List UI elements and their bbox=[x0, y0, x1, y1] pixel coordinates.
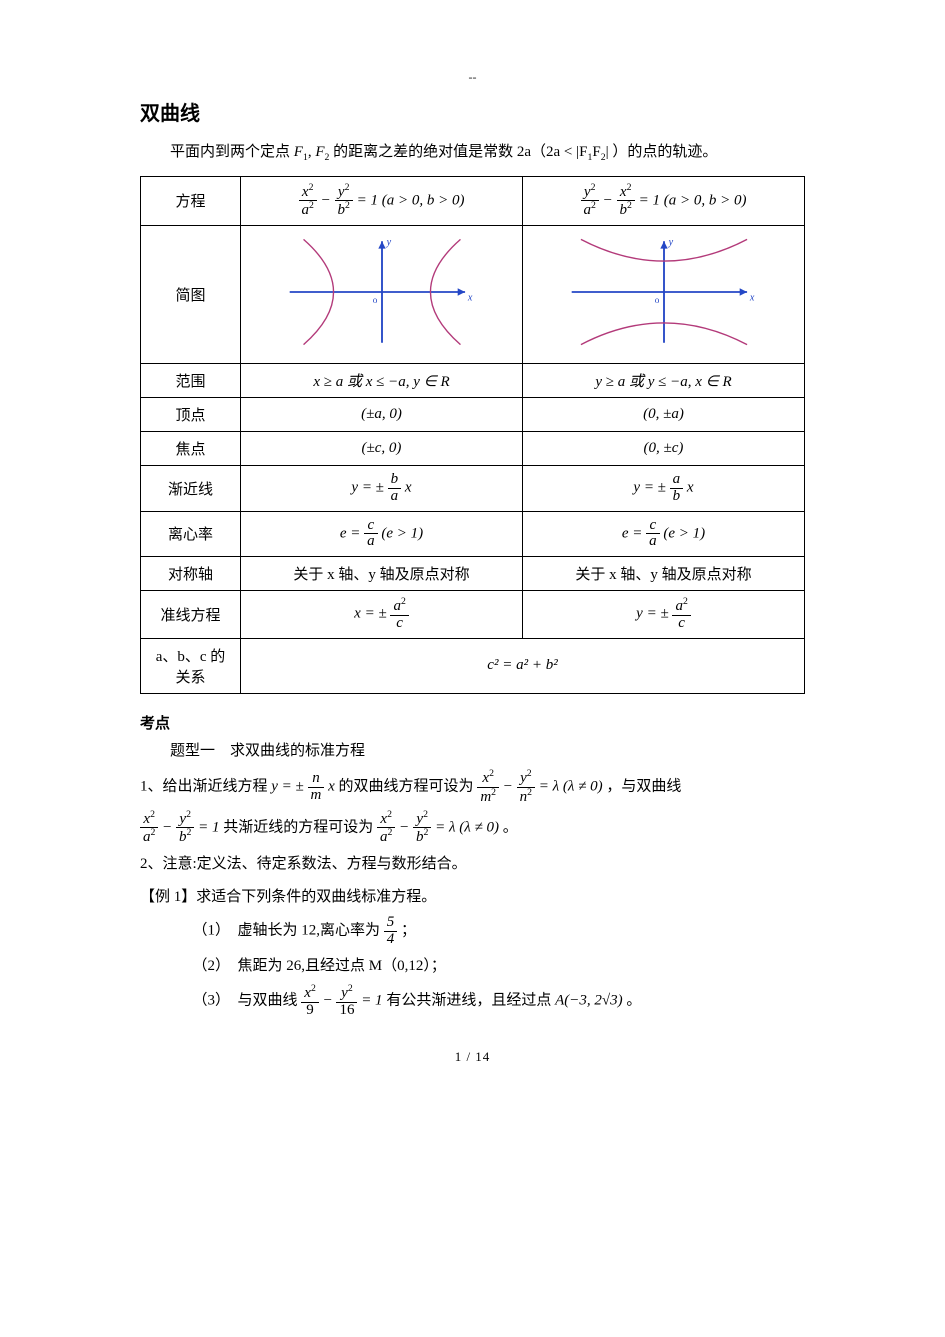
svg-text:x: x bbox=[466, 292, 472, 303]
cell-abc: c² = a² + b² bbox=[241, 638, 805, 693]
cell-ecc2: e = ca (e > 1) bbox=[523, 511, 805, 557]
table-row: 对称轴 关于 x 轴、y 轴及原点对称 关于 x 轴、y 轴及原点对称 bbox=[141, 557, 805, 591]
point-1-cont: x2a2 − y2b2 = 1 共渐近线的方程可设为 x2a2 − y2b2 =… bbox=[140, 810, 805, 847]
cell-vertex2: (0, ±a) bbox=[523, 398, 805, 432]
intro-F1: F1 bbox=[294, 144, 308, 160]
cell-eq2: y2a2 − x2b2 = 1 (a > 0, b > 0) bbox=[523, 176, 805, 226]
table-row: 焦点 (±c, 0) (0, ±c) bbox=[141, 432, 805, 466]
table-row: 简图 x y o bbox=[141, 226, 805, 364]
table-row: 离心率 e = ca (e > 1) e = ca (e > 1) bbox=[141, 511, 805, 557]
point-2: 2、注意:定义法、待定系数法、方程与数形结合。 bbox=[140, 850, 805, 879]
cell-range1: x ≥ a 或 x ≤ −a, y ∈ R bbox=[241, 364, 523, 398]
cell-dir1: x = ± a2c bbox=[241, 591, 523, 639]
header-mark: -- bbox=[140, 70, 805, 85]
section-kaodian: 考点 bbox=[140, 712, 805, 733]
svg-text:o: o bbox=[372, 295, 377, 305]
row-label-graph: 简图 bbox=[141, 226, 241, 364]
tixing-1: 题型一 求双曲线的标准方程 bbox=[140, 737, 805, 766]
table-row: a、b、c 的关系 c² = a² + b² bbox=[141, 638, 805, 693]
intro-paragraph: 平面内到两个定点 F1, F2 的距离之差的绝对值是常数 2a（2a < |F1… bbox=[140, 140, 805, 166]
example-1-head: 【例 1】求适合下列条件的双曲线标准方程。 bbox=[140, 883, 805, 912]
row-label-focus: 焦点 bbox=[141, 432, 241, 466]
page-container: -- 双曲线 平面内到两个定点 F1, F2 的距离之差的绝对值是常数 2a（2… bbox=[0, 0, 945, 1105]
row-label-directrix: 准线方程 bbox=[141, 591, 241, 639]
intro-text-2: 的距离之差的绝对值是常数 2a（2a < bbox=[333, 144, 572, 160]
cell-vertex1: (±a, 0) bbox=[241, 398, 523, 432]
row-label-symmetry: 对称轴 bbox=[141, 557, 241, 591]
table-row: 方程 x2a2 − y2b2 = 1 (a > 0, b > 0) y2a2 −… bbox=[141, 176, 805, 226]
svg-text:y: y bbox=[667, 237, 673, 248]
properties-table: 方程 x2a2 − y2b2 = 1 (a > 0, b > 0) y2a2 −… bbox=[140, 176, 805, 694]
table-row: 范围 x ≥ a 或 x ≤ −a, y ∈ R y ≥ a 或 y ≤ −a,… bbox=[141, 364, 805, 398]
hyperbola-horizontal-icon: x y o bbox=[277, 232, 487, 352]
cell-focus1: (±c, 0) bbox=[241, 432, 523, 466]
cell-asym1: y = ± ba x bbox=[241, 466, 523, 512]
point-1: 1、给出渐近线方程 y = ± nm x 的双曲线方程可设为 x2m2 − y2… bbox=[140, 769, 805, 806]
cell-dir2: y = ± a2c bbox=[523, 591, 805, 639]
row-label-asymptote: 渐近线 bbox=[141, 466, 241, 512]
table-row: 渐近线 y = ± ba x y = ± ab x bbox=[141, 466, 805, 512]
example-1-2: （2） 焦距为 26,且经过点 M（0,12）； bbox=[193, 952, 806, 981]
hyperbola-vertical-icon: x y o bbox=[559, 232, 769, 352]
example-1-3: （3） 与双曲线 x29 − y216 = 1 有公共渐进线，且经过点 A(−3… bbox=[193, 984, 806, 1019]
cell-asym2: y = ± ab x bbox=[523, 466, 805, 512]
svg-text:y: y bbox=[385, 237, 391, 248]
example-1-1: （1） 虚轴长为 12,离心率为 54 ； bbox=[193, 915, 806, 948]
page-number: 1 / 14 bbox=[140, 1049, 805, 1065]
row-label-abc: a、b、c 的关系 bbox=[141, 638, 241, 693]
cell-eq1: x2a2 − y2b2 = 1 (a > 0, b > 0) bbox=[241, 176, 523, 226]
intro-F2: F2 bbox=[315, 144, 329, 160]
cell-focus2: (0, ±c) bbox=[523, 432, 805, 466]
svg-text:x: x bbox=[748, 292, 754, 303]
table-row: 顶点 (±a, 0) (0, ±a) bbox=[141, 398, 805, 432]
row-label-eccentricity: 离心率 bbox=[141, 511, 241, 557]
row-label-vertex: 顶点 bbox=[141, 398, 241, 432]
row-label-equation: 方程 bbox=[141, 176, 241, 226]
row-label-range: 范围 bbox=[141, 364, 241, 398]
cell-ecc1: e = ca (e > 1) bbox=[241, 511, 523, 557]
cell-range2: y ≥ a 或 y ≤ −a, x ∈ R bbox=[523, 364, 805, 398]
page-title: 双曲线 bbox=[140, 97, 805, 126]
intro-text-1: 平面内到两个定点 bbox=[170, 144, 290, 160]
intro-length: |F1F2| bbox=[576, 144, 608, 160]
svg-text:o: o bbox=[654, 295, 659, 305]
cell-graph2: x y o bbox=[523, 226, 805, 364]
cell-graph1: x y o bbox=[241, 226, 523, 364]
cell-sym1: 关于 x 轴、y 轴及原点对称 bbox=[241, 557, 523, 591]
cell-sym2: 关于 x 轴、y 轴及原点对称 bbox=[523, 557, 805, 591]
intro-text-3: ）的点的轨迹。 bbox=[612, 144, 717, 160]
table-row: 准线方程 x = ± a2c y = ± a2c bbox=[141, 591, 805, 639]
